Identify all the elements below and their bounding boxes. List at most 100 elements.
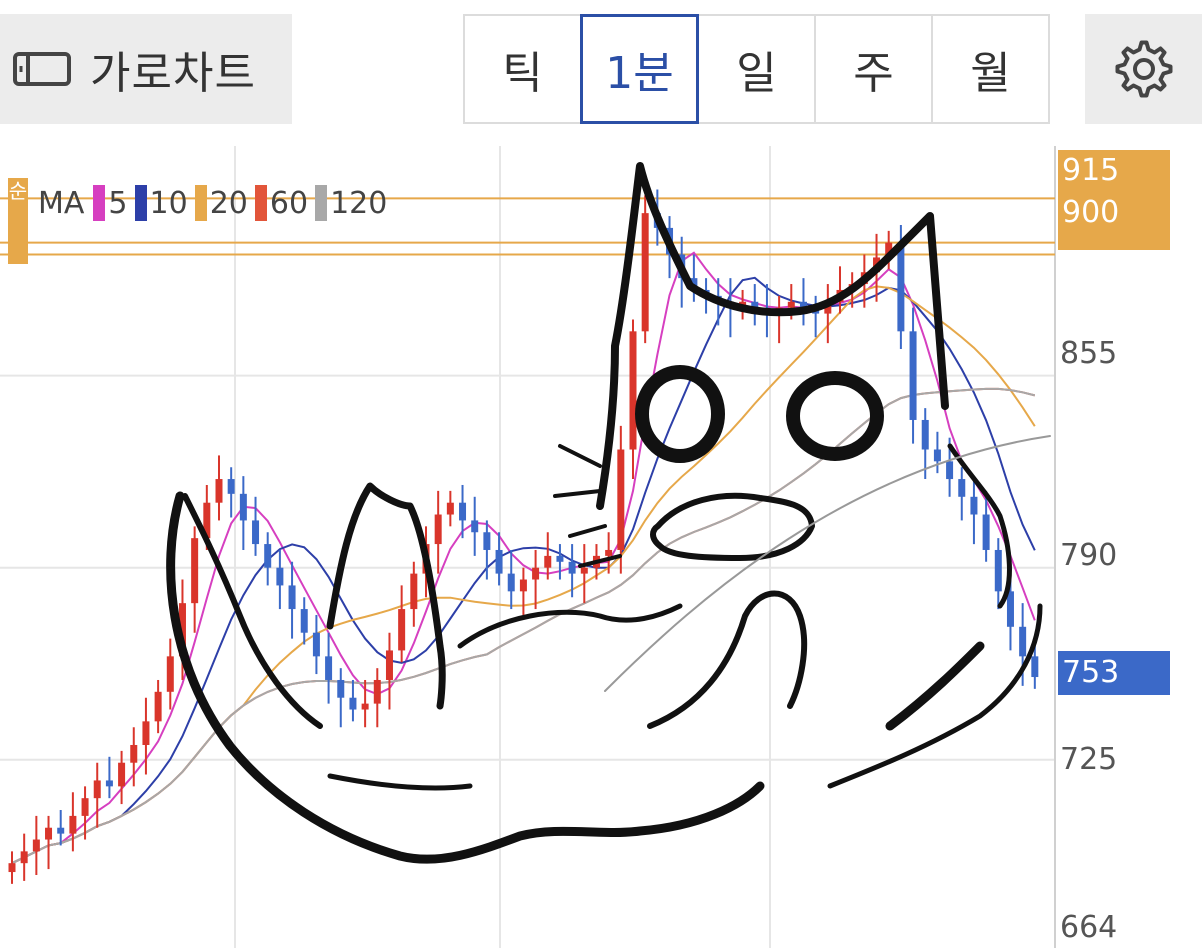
candle-body: [605, 549, 613, 556]
candle-body: [8, 863, 16, 873]
candle-body: [532, 567, 540, 580]
candle-body: [885, 242, 893, 258]
candle-body: [166, 656, 174, 692]
candle-body: [824, 301, 832, 314]
candle-body: [32, 839, 40, 852]
candle-body: [544, 555, 552, 568]
y-tick-855: 855: [1060, 336, 1118, 371]
candle-body: [483, 532, 491, 550]
ma-line-120: [11, 387, 1036, 865]
candle-body: [300, 609, 308, 633]
candle-body: [617, 449, 625, 550]
candle-body: [252, 520, 260, 545]
candle-body: [909, 331, 917, 420]
candle-body: [227, 479, 235, 494]
candle-body: [178, 603, 186, 657]
candle-body: [568, 561, 576, 574]
landscape-chart-label: 가로차트: [90, 48, 256, 99]
candle-body: [191, 538, 199, 604]
ma-swatch-120: [315, 185, 328, 221]
ma-side-tag: 순: [8, 178, 28, 264]
candle-body: [556, 555, 564, 562]
candle-body: [629, 331, 637, 450]
candle-body: [751, 301, 759, 308]
candle-body: [325, 656, 333, 680]
candle-body: [239, 493, 247, 521]
candle-body: [799, 301, 807, 308]
candle-body: [519, 579, 527, 592]
candle-body: [1006, 591, 1014, 627]
candle-body: [398, 609, 406, 651]
candle-body: [580, 567, 588, 574]
candle-body: [946, 461, 954, 480]
current-price-tag: 753: [1058, 651, 1170, 695]
y-tick-664: 664: [1060, 910, 1118, 945]
candle-body: [933, 449, 941, 462]
ma-swatch-20: [194, 185, 207, 221]
candle-body: [495, 549, 503, 574]
candle-body: [142, 721, 150, 745]
ma-title: MA: [38, 185, 85, 221]
ma-label-60: 60: [269, 185, 309, 221]
landscape-icon: [13, 52, 71, 86]
candle-body: [349, 697, 357, 710]
candle-body: [361, 703, 369, 710]
candle-body: [787, 301, 795, 308]
candle-body: [373, 679, 381, 704]
price-chart[interactable]: [0, 146, 1202, 948]
cat-doodle: [166, 162, 1051, 864]
candle-body: [57, 827, 65, 834]
tab-week[interactable]: 주: [814, 14, 933, 124]
candle-body: [471, 520, 479, 533]
ma-swatch-5: [93, 185, 106, 221]
candle-body: [446, 502, 454, 515]
candle-body: [154, 691, 162, 722]
tab-month[interactable]: 월: [931, 14, 1050, 124]
candle-body: [982, 514, 990, 550]
ma-legend[interactable]: 순 MA 5 10 20 60 120: [8, 160, 391, 264]
candle-body: [337, 679, 345, 698]
ma-swatch-60: [254, 185, 267, 221]
candle-body: [215, 479, 223, 503]
y-tick-725: 725: [1060, 742, 1118, 777]
candle-body: [1031, 656, 1039, 678]
candles: [8, 189, 1039, 884]
candle-body: [69, 815, 77, 834]
ma-line-5: [11, 251, 1036, 865]
candle-body: [312, 632, 320, 657]
candle-body: [105, 780, 113, 787]
tab-tick[interactable]: 틱: [463, 14, 582, 124]
tab-day[interactable]: 일: [697, 14, 816, 124]
candle-body: [20, 851, 28, 864]
candle-body: [93, 780, 101, 799]
ma-label-10: 10: [149, 185, 188, 221]
candle-body: [81, 798, 89, 816]
tab-1min[interactable]: 1분: [580, 14, 699, 124]
landscape-chart-button[interactable]: 가로차트: [0, 14, 292, 124]
candle-body: [276, 567, 284, 586]
candle-body: [45, 827, 53, 840]
candle-body: [203, 502, 211, 539]
candle-body: [970, 496, 978, 515]
price-lines: [0, 197, 1055, 256]
candle-body: [994, 549, 1002, 592]
y-tick-790: 790: [1060, 538, 1118, 573]
orange-price-tag: 915 900: [1058, 150, 1170, 250]
candle-body: [434, 514, 442, 545]
price-tag-915: 915: [1062, 153, 1120, 188]
settings-button[interactable]: [1085, 14, 1202, 124]
gear-icon: [1115, 40, 1172, 98]
candle-body: [385, 650, 393, 680]
candle-body: [897, 242, 905, 332]
ma-label-120: 120: [330, 185, 388, 221]
candle-body: [921, 419, 929, 450]
candle-body: [958, 479, 966, 497]
period-tabs: 틱 1분 일 주 월: [463, 14, 1050, 124]
candle-body: [641, 213, 649, 332]
candle-body: [130, 744, 138, 763]
ma-label-20: 20: [209, 185, 248, 221]
ma-swatch-10: [134, 185, 147, 221]
chart-grid: [0, 146, 1056, 948]
candle-body: [459, 502, 467, 521]
candle-body: [264, 544, 272, 568]
